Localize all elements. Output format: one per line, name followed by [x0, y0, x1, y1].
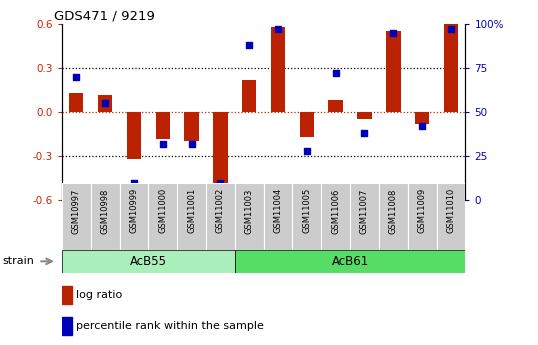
Point: [72, 74, 81, 80]
FancyBboxPatch shape: [350, 183, 379, 250]
Point: [216, 180, 225, 185]
Text: GSM10997: GSM10997: [72, 188, 81, 234]
Point: [389, 30, 398, 36]
FancyBboxPatch shape: [177, 183, 206, 250]
Point: [187, 141, 196, 147]
Bar: [155, 112, 170, 138]
Bar: [98, 95, 112, 112]
Bar: [213, 112, 228, 197]
Text: AcB61: AcB61: [331, 255, 369, 268]
Bar: [386, 31, 400, 112]
Text: GSM11005: GSM11005: [302, 188, 312, 234]
Point: [360, 130, 369, 136]
Text: log ratio: log ratio: [76, 290, 122, 300]
Point: [158, 141, 167, 147]
Point: [447, 27, 455, 32]
Text: GSM11008: GSM11008: [389, 188, 398, 234]
Text: GSM11003: GSM11003: [245, 188, 254, 234]
Bar: [127, 112, 141, 159]
Text: percentile rank within the sample: percentile rank within the sample: [76, 321, 264, 331]
FancyBboxPatch shape: [408, 183, 436, 250]
FancyBboxPatch shape: [119, 183, 148, 250]
Text: GSM11000: GSM11000: [158, 188, 167, 234]
FancyBboxPatch shape: [62, 250, 235, 273]
Text: AcB55: AcB55: [130, 255, 167, 268]
FancyBboxPatch shape: [379, 183, 408, 250]
Bar: [62, 317, 72, 335]
Text: GSM11007: GSM11007: [360, 188, 369, 234]
FancyBboxPatch shape: [91, 183, 119, 250]
FancyBboxPatch shape: [206, 183, 235, 250]
Bar: [329, 100, 343, 112]
Text: GDS471 / 9219: GDS471 / 9219: [54, 10, 155, 23]
Text: GSM10999: GSM10999: [130, 188, 138, 234]
Text: GSM11001: GSM11001: [187, 188, 196, 234]
Point: [302, 148, 311, 154]
FancyBboxPatch shape: [293, 183, 321, 250]
FancyBboxPatch shape: [235, 250, 465, 273]
FancyBboxPatch shape: [264, 183, 293, 250]
Bar: [185, 112, 199, 141]
Text: GSM11004: GSM11004: [273, 188, 282, 234]
Text: GSM11002: GSM11002: [216, 188, 225, 234]
Text: GSM11010: GSM11010: [447, 188, 456, 234]
FancyBboxPatch shape: [148, 183, 177, 250]
Text: GSM11006: GSM11006: [331, 188, 340, 234]
Point: [418, 124, 427, 129]
Text: GSM11009: GSM11009: [417, 188, 427, 234]
Bar: [357, 112, 372, 119]
FancyBboxPatch shape: [436, 183, 465, 250]
FancyBboxPatch shape: [62, 183, 91, 250]
FancyBboxPatch shape: [235, 183, 264, 250]
Bar: [415, 112, 429, 124]
Bar: [300, 112, 314, 137]
Bar: [242, 80, 257, 112]
Bar: [444, 24, 458, 112]
Text: strain: strain: [3, 256, 34, 266]
Point: [274, 27, 282, 32]
Point: [130, 180, 138, 185]
FancyBboxPatch shape: [321, 183, 350, 250]
Text: GSM10998: GSM10998: [101, 188, 110, 234]
Bar: [69, 93, 83, 112]
Point: [331, 71, 340, 76]
Point: [245, 42, 253, 48]
Bar: [62, 286, 72, 304]
Point: [101, 101, 109, 106]
Bar: [271, 27, 285, 112]
